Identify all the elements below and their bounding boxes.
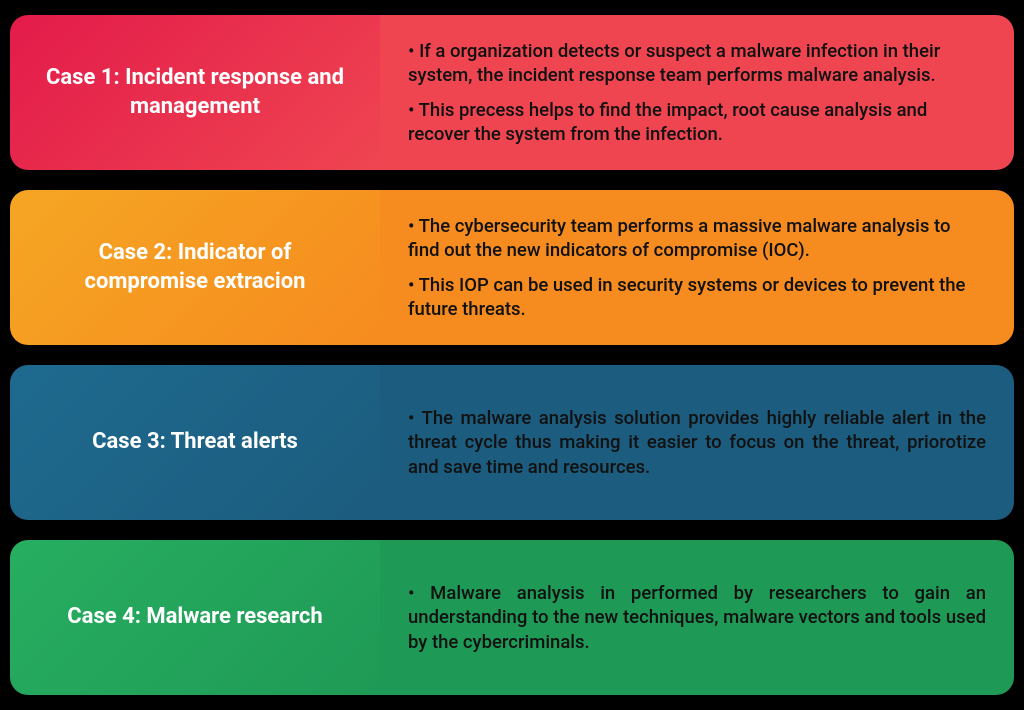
case-title-4: Case 4: Malware research bbox=[67, 603, 322, 632]
case-content-3: • The malware analysis solution provides… bbox=[380, 365, 1014, 520]
case-title-1: Case 1: Incident response and management bbox=[40, 64, 350, 121]
bullet-item: • Malware analysis in performed by resea… bbox=[408, 581, 986, 654]
bullet-item: • This precess helps to find the impact,… bbox=[408, 98, 986, 147]
case-label-2: Case 2: Indicator of compromise extracio… bbox=[10, 190, 380, 345]
case-row-1: Case 1: Incident response and management… bbox=[10, 15, 1014, 170]
case-label-1: Case 1: Incident response and management bbox=[10, 15, 380, 170]
case-row-4: Case 4: Malware research • Malware analy… bbox=[10, 540, 1014, 695]
case-content-2: • The cybersecurity team performs a mass… bbox=[380, 190, 1014, 345]
case-content-1: • If a organization detects or suspect a… bbox=[380, 15, 1014, 170]
bullet-item: • This IOP can be used in security syste… bbox=[408, 273, 986, 322]
case-title-3: Case 3: Threat alerts bbox=[92, 428, 298, 457]
bullet-item: • The cybersecurity team performs a mass… bbox=[408, 214, 986, 263]
case-row-2: Case 2: Indicator of compromise extracio… bbox=[10, 190, 1014, 345]
case-title-2: Case 2: Indicator of compromise extracio… bbox=[40, 239, 350, 296]
case-label-3: Case 3: Threat alerts bbox=[10, 365, 380, 520]
bullet-item: • The malware analysis solution provides… bbox=[408, 406, 986, 479]
case-row-3: Case 3: Threat alerts • The malware anal… bbox=[10, 365, 1014, 520]
case-label-4: Case 4: Malware research bbox=[10, 540, 380, 695]
case-content-4: • Malware analysis in performed by resea… bbox=[380, 540, 1014, 695]
bullet-item: • If a organization detects or suspect a… bbox=[408, 39, 986, 88]
